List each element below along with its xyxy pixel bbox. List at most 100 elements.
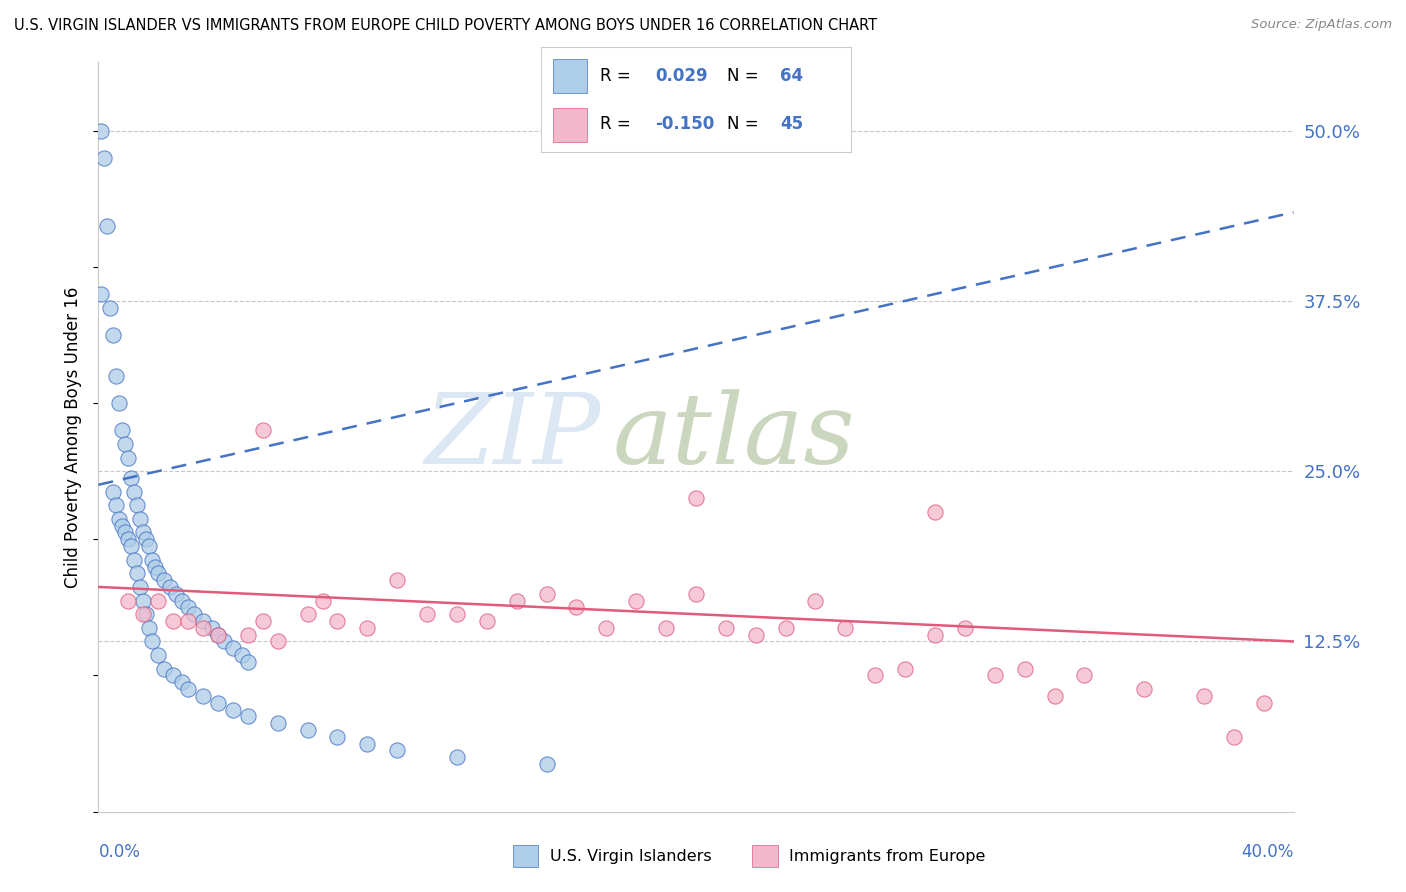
- Point: [222, 641, 245, 656]
- Point: [536, 757, 558, 772]
- Point: [745, 627, 768, 641]
- Point: [865, 668, 887, 682]
- Point: [1223, 730, 1246, 744]
- Point: [626, 593, 648, 607]
- Point: [108, 512, 131, 526]
- Point: [153, 662, 176, 676]
- Point: [127, 566, 149, 581]
- Point: [1073, 668, 1095, 682]
- Text: 0.0%: 0.0%: [98, 843, 141, 861]
- Point: [655, 621, 678, 635]
- Point: [506, 593, 529, 607]
- Point: [177, 682, 200, 697]
- Point: [446, 607, 468, 622]
- Point: [96, 219, 118, 233]
- Point: [148, 593, 170, 607]
- Point: [714, 621, 737, 635]
- Text: 40.0%: 40.0%: [1241, 843, 1294, 861]
- Point: [108, 396, 131, 410]
- Point: [252, 614, 274, 628]
- Point: [207, 627, 229, 641]
- Point: [1043, 689, 1066, 703]
- Point: [212, 634, 235, 648]
- Text: U.S. VIRGIN ISLANDER VS IMMIGRANTS FROM EUROPE CHILD POVERTY AMONG BOYS UNDER 16: U.S. VIRGIN ISLANDER VS IMMIGRANTS FROM …: [14, 18, 877, 33]
- Point: [252, 423, 274, 437]
- Point: [103, 327, 125, 342]
- Point: [143, 559, 166, 574]
- Point: [138, 539, 160, 553]
- Point: [135, 533, 157, 547]
- Point: [191, 621, 214, 635]
- Point: [162, 614, 184, 628]
- Point: [111, 518, 134, 533]
- Point: [93, 151, 115, 165]
- Point: [356, 621, 378, 635]
- Point: [236, 627, 259, 641]
- Point: [111, 423, 134, 437]
- Point: [124, 484, 146, 499]
- Point: [207, 627, 229, 641]
- Point: [685, 491, 707, 506]
- Point: [191, 614, 214, 628]
- Point: [90, 123, 112, 137]
- Point: [127, 498, 149, 512]
- Point: [141, 634, 163, 648]
- Point: [326, 614, 349, 628]
- Point: [159, 580, 181, 594]
- Point: [191, 689, 214, 703]
- Point: [565, 600, 588, 615]
- Y-axis label: Child Poverty Among Boys Under 16: Child Poverty Among Boys Under 16: [65, 286, 83, 588]
- Point: [385, 573, 409, 587]
- Point: [984, 668, 1007, 682]
- Point: [98, 301, 122, 315]
- Point: [132, 525, 155, 540]
- Point: [536, 587, 558, 601]
- Point: [132, 607, 155, 622]
- Point: [165, 587, 187, 601]
- Text: Immigrants from Europe: Immigrants from Europe: [789, 849, 986, 863]
- Point: [446, 750, 468, 764]
- Point: [90, 287, 112, 301]
- Point: [775, 621, 797, 635]
- Point: [117, 533, 139, 547]
- Point: [356, 737, 378, 751]
- Point: [129, 580, 152, 594]
- Point: [1133, 682, 1156, 697]
- Point: [207, 696, 229, 710]
- Point: [804, 593, 827, 607]
- Point: [475, 614, 498, 628]
- Point: [297, 723, 319, 737]
- Point: [385, 743, 409, 757]
- Point: [201, 621, 224, 635]
- Point: [267, 716, 290, 731]
- Point: [135, 607, 157, 622]
- Point: [124, 552, 146, 566]
- Point: [924, 505, 946, 519]
- Point: [172, 675, 194, 690]
- Point: [153, 573, 176, 587]
- Point: [172, 593, 194, 607]
- Point: [132, 593, 155, 607]
- Point: [222, 702, 245, 716]
- Point: [416, 607, 439, 622]
- Text: ZIP: ZIP: [425, 390, 600, 484]
- Point: [685, 587, 707, 601]
- Text: U.S. Virgin Islanders: U.S. Virgin Islanders: [550, 849, 711, 863]
- Point: [177, 600, 200, 615]
- Point: [231, 648, 253, 662]
- Point: [236, 655, 259, 669]
- Point: [1014, 662, 1036, 676]
- Point: [834, 621, 856, 635]
- Point: [924, 627, 946, 641]
- Point: [105, 368, 128, 383]
- Point: [117, 450, 139, 465]
- Point: [267, 634, 290, 648]
- Point: [326, 730, 349, 744]
- Point: [120, 471, 142, 485]
- Point: [129, 512, 152, 526]
- Point: [1253, 696, 1275, 710]
- Point: [595, 621, 617, 635]
- Point: [141, 552, 163, 566]
- Point: [162, 668, 184, 682]
- Point: [311, 593, 333, 607]
